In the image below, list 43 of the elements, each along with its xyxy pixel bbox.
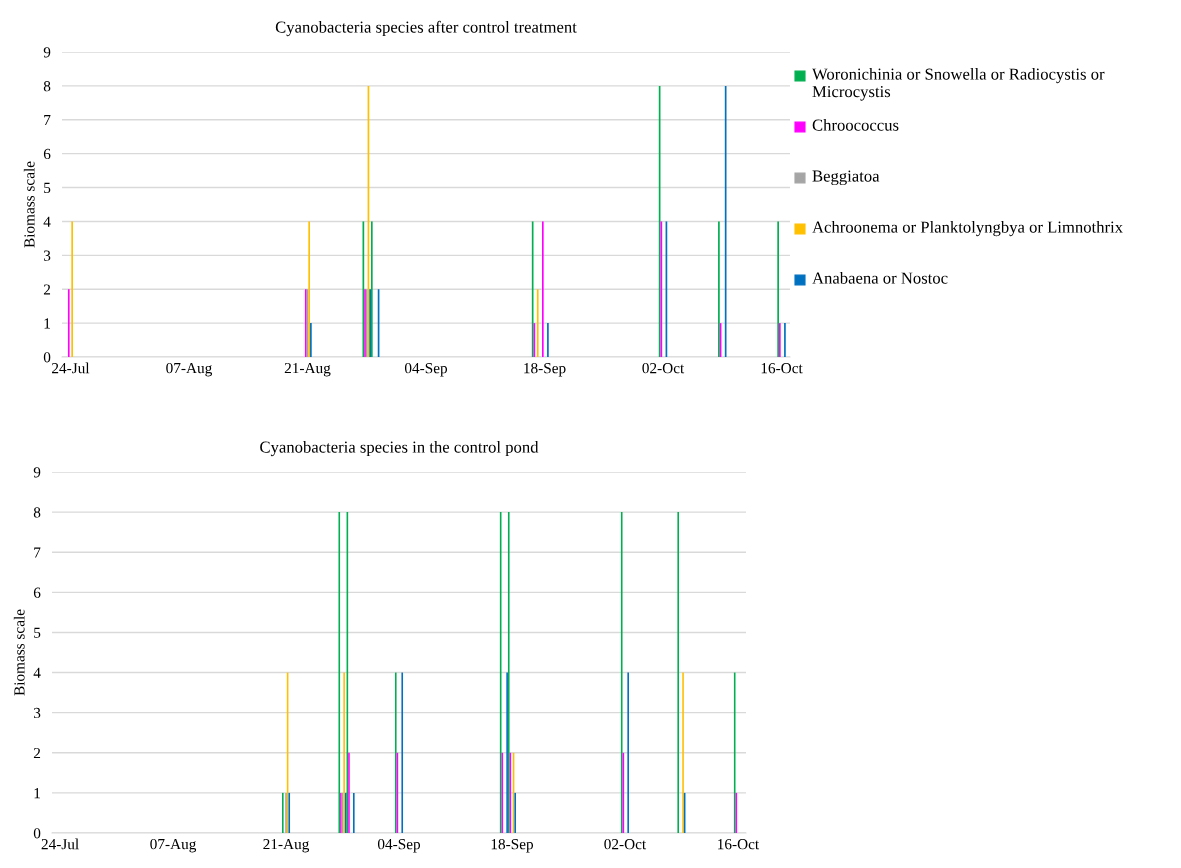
y-tick-label: 6 <box>43 148 51 160</box>
legend-label: Woronichinia or Snowella or Radiocystis or Microcystis <box>812 68 1105 101</box>
chart-title: Cyanobacteria species after control treatment <box>275 20 577 37</box>
y-tick-label: 2 <box>33 747 41 759</box>
x-tick-label: 16-Oct <box>718 839 760 850</box>
y-tick-label: 8 <box>43 81 51 92</box>
legend-label: Chroococcus <box>812 119 899 131</box>
y-tick-label: 0 <box>43 352 51 363</box>
x-tick-label: 24-Jul <box>52 362 90 374</box>
x-tick-label: 07-Aug <box>166 362 213 377</box>
y-axis-title: Biomass scale <box>13 609 25 696</box>
y-tick-label: 9 <box>43 47 51 58</box>
x-tick-label: 18-Sep <box>524 363 566 377</box>
y-tick-label: 7 <box>44 115 51 126</box>
y-tick-label: 5 <box>34 627 41 638</box>
x-tick-label: 18-Sep <box>491 839 534 853</box>
y-tick-label: 7 <box>34 547 41 558</box>
y-tick-label: 6 <box>33 587 41 598</box>
x-tick-label: 21-Aug <box>263 839 310 853</box>
chart-title: Cyanobacteria species in the control pond <box>260 440 539 457</box>
x-tick-label: 21-Aug <box>284 363 331 377</box>
legend-label: Beggiatoa <box>812 170 880 186</box>
y-tick-label: 2 <box>43 284 51 295</box>
y-tick-label: 5 <box>44 182 51 194</box>
y-axis-title: Biomass scale <box>23 161 35 248</box>
y-tick-label: 3 <box>43 250 51 261</box>
x-tick-label: 02-Oct <box>604 839 647 850</box>
legend-label: Anabaena or Nostoc <box>812 272 948 284</box>
y-tick-label: 4 <box>33 667 41 678</box>
x-tick-label: 07-Aug <box>150 838 197 853</box>
y-tick-label: 1 <box>34 788 40 799</box>
y-tick-label: 0 <box>33 828 41 839</box>
y-tick-label: 1 <box>44 318 50 329</box>
y-tick-label: 8 <box>33 507 41 518</box>
y-tick-label: 9 <box>33 467 41 478</box>
x-tick-label: 04-Sep <box>404 363 448 377</box>
x-tick-label: 02-Oct <box>642 363 685 374</box>
y-tick-label: 4 <box>43 216 51 227</box>
x-tick-label: 24-Jul <box>41 838 79 850</box>
legend-label: Achroonema or Planktolyngbya or Limnothrix <box>812 221 1123 237</box>
x-tick-label: 04-Sep <box>377 839 421 853</box>
y-tick-label: 3 <box>33 707 41 719</box>
x-tick-label: 16-Oct <box>761 363 803 374</box>
